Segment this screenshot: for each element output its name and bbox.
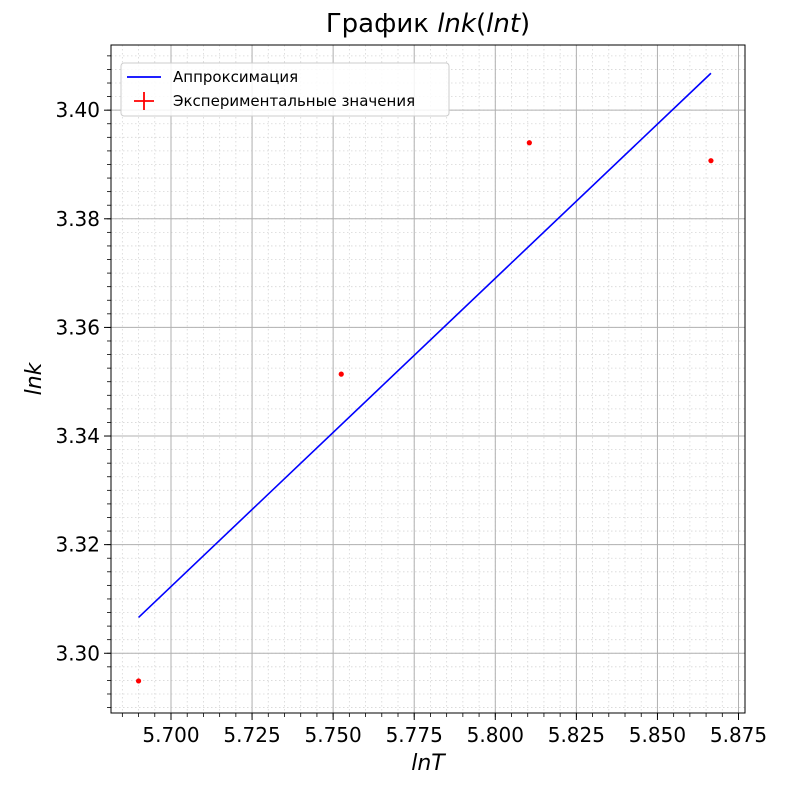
y-axis-title: lnk	[22, 361, 47, 395]
y-tick-label: 3.40	[55, 98, 100, 122]
chart-title-close: )	[520, 9, 530, 39]
data-point	[338, 371, 344, 377]
plot-background	[111, 45, 745, 713]
chart-title-open: (	[476, 9, 486, 39]
data-point	[708, 158, 714, 164]
y-tick-label: 3.34	[55, 424, 100, 448]
y-tick-label: 3.30	[55, 641, 100, 665]
x-tick-label: 5.750	[305, 723, 362, 747]
x-tick-label: 5.875	[710, 723, 767, 747]
x-tick-label: 5.825	[548, 723, 605, 747]
legend: Аппроксимация Экспериментальные значения	[120, 62, 450, 117]
series-layer	[135, 72, 714, 684]
data-point	[135, 678, 142, 684]
chart-title: График lnk(lnt)	[326, 9, 530, 39]
y-tick-label: 3.32	[55, 533, 100, 557]
plot-frame	[110, 44, 746, 714]
axis-ticks: 5.700 5.725 5.750 5.775 5.800 5.825 5.850 5.875…	[55, 55, 767, 747]
chart-title-arg: lnt	[486, 9, 521, 39]
x-tick-label: 5.850	[629, 723, 686, 747]
x-axis-title: lnT	[411, 751, 446, 776]
major-grid	[111, 45, 745, 713]
legend-label: Аппроксимация	[173, 68, 298, 86]
x-tick-label: 5.775	[386, 723, 443, 747]
y-tick-label: 3.38	[55, 207, 100, 231]
data-point	[526, 140, 532, 146]
x-tick-label: 5.800	[467, 723, 524, 747]
approximation-line	[138, 72, 712, 618]
y-tick-label: 3.36	[55, 315, 100, 339]
chart-title-func: lnk	[437, 9, 477, 39]
chart-title-prefix: График	[326, 9, 437, 39]
x-tick-label: 5.725	[223, 723, 280, 747]
legend-box	[120, 62, 450, 117]
legend-label: Экспериментальные значения	[173, 92, 415, 110]
x-tick-label: 5.700	[142, 723, 199, 747]
